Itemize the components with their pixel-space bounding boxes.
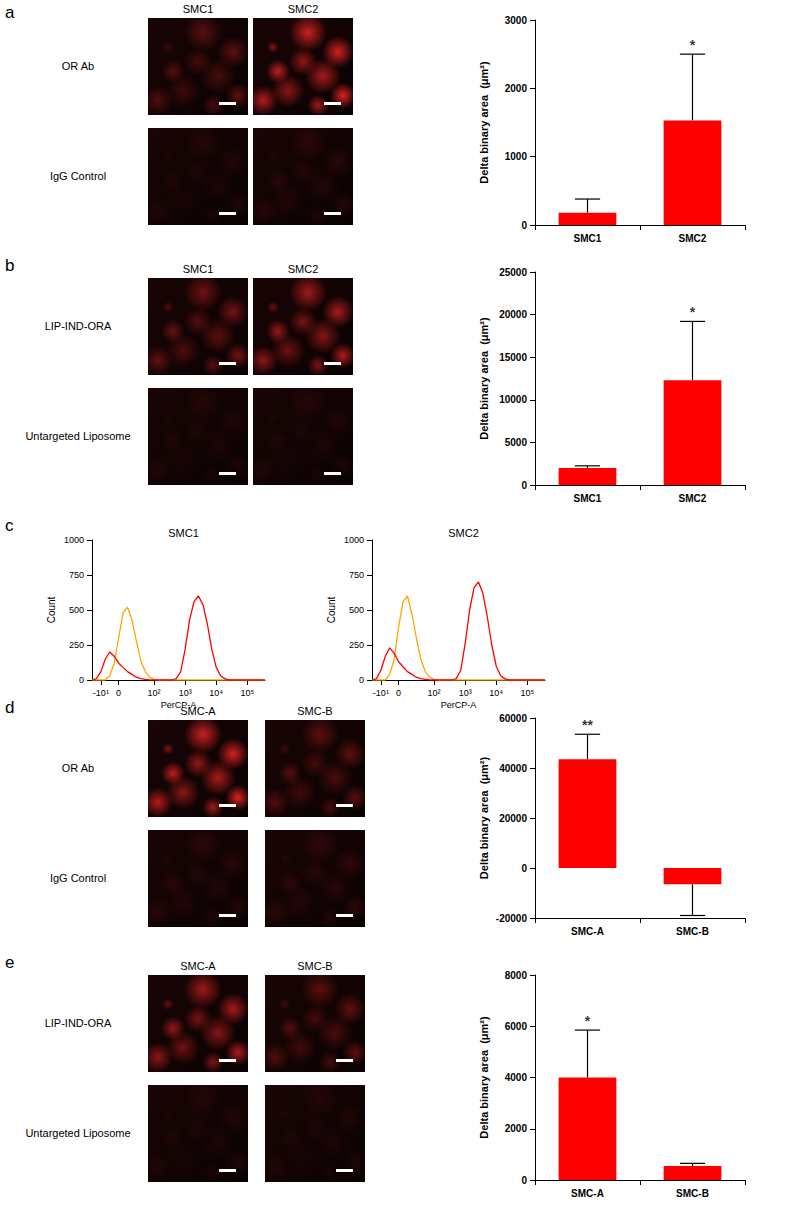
svg-text:0: 0 <box>79 675 84 685</box>
svg-text:*: * <box>690 37 696 53</box>
html-text:SMC2: SMC2 <box>287 3 319 15</box>
svg-text:SMC-B: SMC-B <box>676 1188 709 1199</box>
svg-text:0: 0 <box>521 480 527 491</box>
svg-text:500: 500 <box>69 605 84 615</box>
svg-text:20000: 20000 <box>499 813 527 824</box>
svg-text:20000: 20000 <box>499 309 527 320</box>
svg-text:0: 0 <box>521 863 527 874</box>
svg-text:SMC1: SMC1 <box>168 527 199 539</box>
html-text:SMC1: SMC1 <box>182 263 214 275</box>
svg-text:750: 750 <box>69 570 84 580</box>
svg-text:15000: 15000 <box>499 352 527 363</box>
svg-text:-10¹: -10¹ <box>373 688 389 698</box>
html-text:LIP-IND-ORA: LIP-IND-ORA <box>44 1017 112 1029</box>
html-text:d: d <box>5 698 15 717</box>
svg-text:1000: 1000 <box>505 151 528 162</box>
html-text:Untargeted Liposome: Untargeted Liposome <box>25 1127 131 1139</box>
svg-text:10⁴: 10⁴ <box>489 688 503 698</box>
svg-text:4000: 4000 <box>505 1072 528 1083</box>
svg-text:Count: Count <box>46 596 57 623</box>
svg-text:SMC1: SMC1 <box>574 233 602 244</box>
svg-text:10⁴: 10⁴ <box>209 688 223 698</box>
svg-text:Delta binary area (μm²): Delta binary area (μm²) <box>478 317 490 440</box>
html-text:SMC1: SMC1 <box>182 3 214 15</box>
svg-text:2000: 2000 <box>505 83 528 94</box>
svg-text:0: 0 <box>521 1175 527 1186</box>
html-text:OR Ab: OR Ab <box>61 762 95 774</box>
html-text:IgG Control: IgG Control <box>49 170 107 182</box>
svg-text:8000: 8000 <box>505 970 528 981</box>
svg-text:10²: 10² <box>148 688 161 698</box>
html-text:SMC2: SMC2 <box>287 263 319 275</box>
svg-text:10³: 10³ <box>459 688 472 698</box>
svg-text:SMC-A: SMC-A <box>571 926 604 937</box>
svg-text:0: 0 <box>396 688 401 698</box>
svg-text:Count: Count <box>326 596 337 623</box>
svg-text:*: * <box>585 1013 591 1029</box>
svg-text:10⁵: 10⁵ <box>520 688 534 698</box>
svg-text:Delta binary area (μm²): Delta binary area (μm²) <box>478 61 490 184</box>
svg-text:-20000: -20000 <box>496 913 528 924</box>
svg-text:10²: 10² <box>428 688 441 698</box>
html-text:c: c <box>5 516 14 535</box>
svg-text:PerCP-A: PerCP-A <box>161 700 197 710</box>
svg-text:**: ** <box>582 717 593 733</box>
svg-text:PerCP-A: PerCP-A <box>441 700 477 710</box>
html-text:SMC-B: SMC-B <box>297 705 333 717</box>
svg-text:Delta binary area (μm²): Delta binary area (μm²) <box>478 1016 490 1139</box>
svg-text:500: 500 <box>349 605 364 615</box>
svg-text:0: 0 <box>359 675 364 685</box>
html-text:SMC-A: SMC-A <box>180 960 216 972</box>
svg-text:SMC2: SMC2 <box>679 493 707 504</box>
svg-text:6000: 6000 <box>505 1021 528 1032</box>
svg-text:1000: 1000 <box>344 535 364 545</box>
svg-text:60000: 60000 <box>499 713 527 724</box>
html-text:SMC-B: SMC-B <box>297 960 333 972</box>
svg-text:40000: 40000 <box>499 763 527 774</box>
html-text:b: b <box>5 256 15 275</box>
html-text:a: a <box>5 3 15 22</box>
svg-text:SMC2: SMC2 <box>679 233 707 244</box>
svg-text:5000: 5000 <box>505 437 528 448</box>
svg-text:25000: 25000 <box>499 267 527 278</box>
svg-text:SMC-B: SMC-B <box>676 926 709 937</box>
svg-text:10⁵: 10⁵ <box>240 688 254 698</box>
svg-text:2000: 2000 <box>505 1123 528 1134</box>
html-text:LIP-IND-ORA: LIP-IND-ORA <box>44 320 112 332</box>
svg-text:0: 0 <box>116 688 121 698</box>
svg-text:250: 250 <box>349 640 364 650</box>
svg-text:10000: 10000 <box>499 394 527 405</box>
html-text:OR Ab: OR Ab <box>61 60 95 72</box>
html-text:e: e <box>5 953 15 972</box>
svg-text:SMC-A: SMC-A <box>571 1188 604 1199</box>
svg-text:1000: 1000 <box>64 535 84 545</box>
svg-text:250: 250 <box>69 640 84 650</box>
svg-text:SMC1: SMC1 <box>574 493 602 504</box>
svg-text:750: 750 <box>349 570 364 580</box>
svg-text:SMC2: SMC2 <box>448 527 479 539</box>
svg-text:*: * <box>690 304 696 320</box>
svg-text:Delta binary area (μm²): Delta binary area (μm²) <box>478 757 490 880</box>
svg-text:-10¹: -10¹ <box>93 688 109 698</box>
svg-text:10³: 10³ <box>179 688 192 698</box>
html-text:Untargeted Liposome: Untargeted Liposome <box>25 430 131 442</box>
html-text:SMC-A: SMC-A <box>180 705 216 717</box>
svg-text:3000: 3000 <box>505 15 528 26</box>
html-text:IgG Control: IgG Control <box>49 872 107 884</box>
svg-text:0: 0 <box>521 220 527 231</box>
